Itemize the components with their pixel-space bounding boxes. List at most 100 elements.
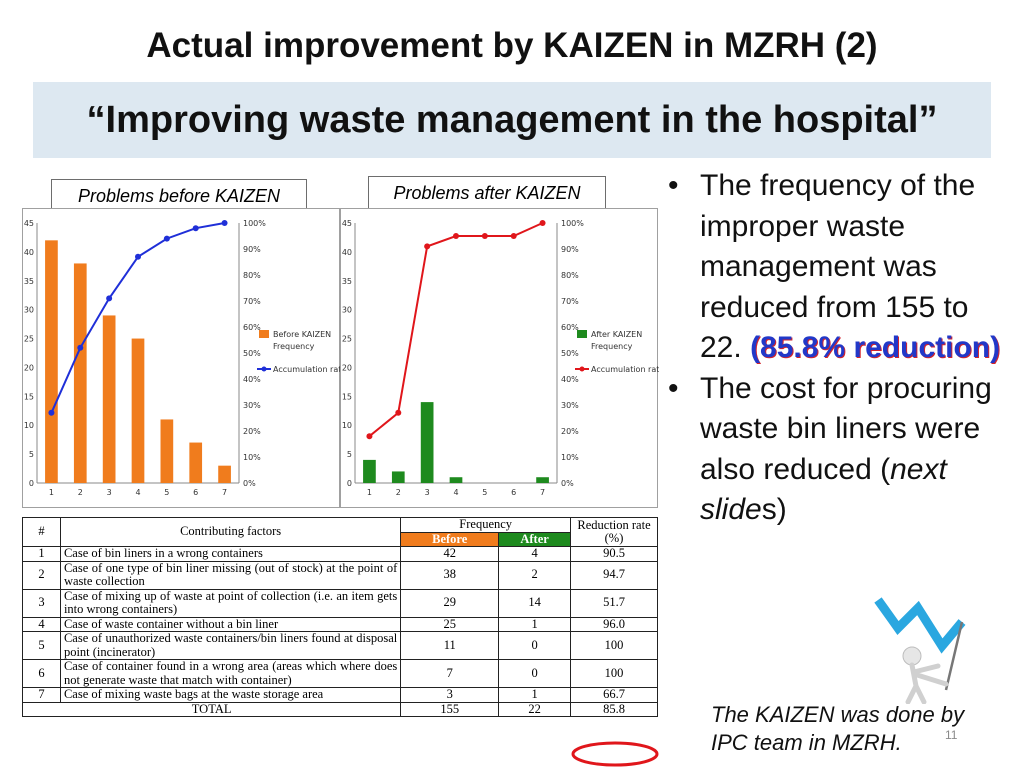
y-tick-label: 10 xyxy=(24,421,34,430)
row-factor: Case of container found in a wrong area … xyxy=(59,659,402,688)
row-factor: Case of unauthorized waste containers/bi… xyxy=(59,631,402,660)
table-row: 7 Case of mixing waste bags at the waste… xyxy=(22,687,658,703)
line-point xyxy=(135,253,141,260)
bar xyxy=(391,471,405,483)
bar xyxy=(45,240,58,483)
y2-tick-label: 30% xyxy=(243,401,261,410)
legend-bar-swatch xyxy=(577,330,587,338)
row-factor: Case of mixing up of waste at point of c… xyxy=(59,588,402,618)
x-tick-label: 1 xyxy=(367,488,372,497)
x-tick-label: 3 xyxy=(107,488,112,497)
legend-bar-label-2: Frequency xyxy=(591,342,633,351)
y-tick-label: 15 xyxy=(342,392,352,401)
y-tick-label: 30 xyxy=(24,306,34,315)
y-tick-label: 10 xyxy=(342,421,352,430)
bar xyxy=(449,477,463,483)
x-tick-label: 3 xyxy=(425,488,430,497)
legend-bar-label: After KAIZEN xyxy=(591,330,642,339)
line-point xyxy=(192,225,199,232)
x-tick-label: 4 xyxy=(135,488,140,497)
y-tick-label: 35 xyxy=(342,277,352,286)
row-after: 4 xyxy=(498,546,572,562)
row-num: 7 xyxy=(22,687,61,703)
x-tick-label: 7 xyxy=(222,488,227,497)
row-reduction: 66.7 xyxy=(570,687,658,703)
x-tick-label: 6 xyxy=(193,488,198,497)
row-after: 1 xyxy=(498,616,572,632)
y2-tick-label: 90% xyxy=(243,245,261,254)
chart-after: 0 5 10 15 20 25 30 35 40 45 0% 10% 20% 30% 40% 50% 60% 70… xyxy=(340,208,659,508)
y-tick-label: 45 xyxy=(342,219,352,228)
row-num: 1 xyxy=(22,546,61,562)
line-point xyxy=(163,235,170,242)
header-num: # xyxy=(22,517,61,547)
kaizen-note: The KAIZEN was done by IPC team in MZRH. xyxy=(711,702,965,755)
y-tick-label: 15 xyxy=(24,392,34,401)
row-before: 25 xyxy=(400,616,500,632)
row-reduction: 94.7 xyxy=(570,560,658,590)
row-after: 1 xyxy=(498,687,572,703)
row-before: 42 xyxy=(400,546,500,562)
y2-tick-label: 40% xyxy=(243,375,261,384)
row-reduction: 96.0 xyxy=(570,616,658,632)
legend-bar-label: Before KAIZEN xyxy=(273,330,331,339)
table-header-row-1: # Contributing factors Frequency Reducti… xyxy=(22,517,658,547)
line-point xyxy=(221,220,228,226)
highlight-circle xyxy=(571,741,659,767)
legend-bar-label-2: Frequency xyxy=(273,342,315,351)
line-point xyxy=(48,409,55,416)
x-tick-label: 2 xyxy=(396,488,401,497)
line-point xyxy=(106,295,113,302)
y-tick-label: 5 xyxy=(347,450,352,459)
bullet-frequency: The frequency of the improper waste mana… xyxy=(662,166,1002,369)
bullet-frequency-text: The frequency of the improper waste mana… xyxy=(700,169,976,364)
row-num: 4 xyxy=(22,616,61,632)
chart-label-after: Problems after KAIZEN xyxy=(368,176,606,210)
row-before: 38 xyxy=(400,560,500,590)
line-point xyxy=(77,344,84,351)
row-after: 0 xyxy=(498,631,572,660)
table-row: 4 Case of waste container without a bin … xyxy=(22,616,658,632)
row-num: 3 xyxy=(22,588,61,618)
y2-tick-label: 0% xyxy=(561,479,574,488)
y2-tick-label: 100% xyxy=(561,219,584,228)
header-reduction: Reduction rate (%) xyxy=(570,517,658,547)
header-after: After xyxy=(498,531,572,547)
row-before: 7 xyxy=(400,659,500,688)
chart-label-before: Problems before KAIZEN xyxy=(51,179,307,213)
bar xyxy=(363,459,376,483)
line-point xyxy=(424,243,431,250)
line-point xyxy=(395,409,402,416)
bar xyxy=(218,465,231,483)
x-tick-label: 6 xyxy=(511,488,516,497)
y2-tick-label: 60% xyxy=(561,323,579,332)
line-point xyxy=(510,233,517,239)
row-factor: Case of mixing waste bags at the waste s… xyxy=(59,687,402,703)
y-tick-label: 0 xyxy=(29,479,34,488)
chart-after-plot: 0510152025303540450%10%20%30%40%50%60%70… xyxy=(342,219,659,497)
y-tick-label: 25 xyxy=(24,335,34,344)
x-tick-label: 2 xyxy=(78,488,83,497)
bar xyxy=(536,477,549,483)
legend-line-marker xyxy=(261,366,267,372)
table-total-row: TOTAL 155 22 85.8 xyxy=(21,701,658,717)
legend-bar-swatch xyxy=(259,330,269,338)
y-tick-label: 45 xyxy=(24,219,34,228)
subtitle-band: “Improving waste management in the hospi… xyxy=(33,82,991,158)
line-point xyxy=(453,233,459,239)
table-row: 2 Case of one type of bin liner missing … xyxy=(22,560,658,590)
table-row: 3 Case of mixing up of waste at point of… xyxy=(22,588,658,618)
row-reduction: 100 xyxy=(570,659,658,688)
y-tick-label: 0 xyxy=(347,479,352,488)
row-factor: Case of bin liners in a wrong containers xyxy=(59,546,402,562)
header-before: Before xyxy=(400,531,500,547)
total-after: 22 xyxy=(498,701,572,717)
row-after: 2 xyxy=(498,560,572,590)
reduction-highlight: (85.8% reduction) xyxy=(750,331,1001,364)
stick-figure-arrow-illustration xyxy=(874,597,966,704)
y-tick-label: 35 xyxy=(24,277,34,286)
bar xyxy=(131,338,145,483)
next-slide-text: next slide xyxy=(700,452,947,527)
table-row: 6 Case of container found in a wrong are… xyxy=(22,659,658,688)
x-tick-label: 7 xyxy=(540,488,545,497)
